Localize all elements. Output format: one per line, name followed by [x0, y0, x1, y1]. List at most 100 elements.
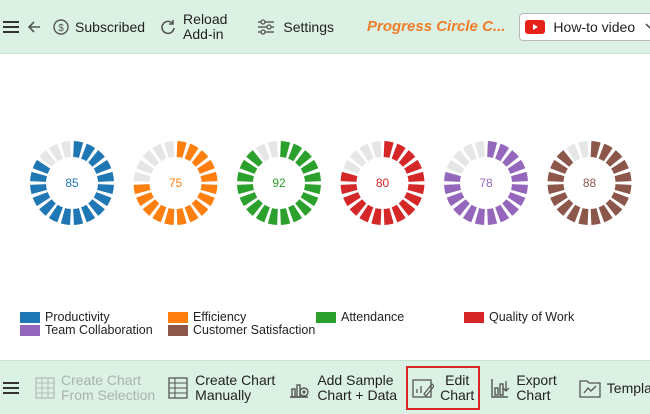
- ring-segment-filled: [73, 208, 84, 225]
- edit-chart-button[interactable]: Edit Chart: [406, 365, 481, 410]
- ring-segment-filled: [407, 171, 425, 182]
- ring-segment-empty: [152, 143, 167, 162]
- add-sample-button[interactable]: Add Sample Chart + Data: [288, 361, 397, 414]
- ring-segment-filled: [133, 184, 151, 195]
- legend-item-quality-of-work: Quality of Work: [464, 310, 574, 324]
- top-toolbar: $ Subscribed Reload Add-in Settings Prog…: [0, 0, 650, 54]
- ring-segment-filled: [407, 184, 425, 195]
- ring-segment-filled: [295, 199, 312, 216]
- ring-segment-filled: [614, 171, 632, 182]
- how-to-video-label: How-to video: [553, 18, 636, 35]
- progress-circle-chart: 85 75 92 80 78 88: [30, 141, 632, 225]
- template-button[interactable]: Template: [579, 361, 650, 414]
- ring-segment-filled: [547, 184, 565, 195]
- hamburger-icon: [3, 20, 19, 34]
- ring-segment-filled: [164, 208, 175, 225]
- ring-segment-filled: [191, 150, 209, 167]
- ring-segment-empty: [60, 141, 71, 158]
- svg-text:$: $: [58, 23, 64, 34]
- ring-segment-filled: [507, 159, 526, 174]
- reload-label-line2: Add-in: [183, 25, 224, 42]
- settings-button[interactable]: Settings: [257, 0, 334, 53]
- ring-segment-filled: [32, 159, 51, 174]
- ring-segment-filled: [343, 192, 361, 207]
- ring-segment-filled: [295, 150, 312, 167]
- ring-segment-filled: [255, 204, 270, 223]
- create-manually-button[interactable]: Create Chart Manually: [168, 361, 275, 414]
- ring-segment-filled: [507, 192, 526, 207]
- ring-segment-empty: [566, 143, 581, 162]
- ring-segment-filled: [97, 171, 114, 182]
- add-sample-line2: Chart + Data: [317, 386, 398, 403]
- ring-segment-filled: [487, 141, 498, 158]
- ring-segment-filled: [304, 171, 321, 182]
- progress-ring-productivity: 85: [30, 141, 114, 225]
- app-title: Progress Circle C...: [367, 18, 506, 35]
- export-chart-line1: Export: [516, 371, 557, 388]
- menu-button[interactable]: [0, 0, 19, 53]
- ring-segment-filled: [184, 143, 199, 162]
- reload-addin-button[interactable]: Reload Add-in: [159, 0, 227, 53]
- ring-segment-filled: [30, 184, 47, 195]
- legend-label: Attendance: [341, 310, 405, 324]
- export-icon: [490, 377, 510, 399]
- subscribed-button[interactable]: $ Subscribed: [53, 0, 145, 53]
- legend-label: Customer Satisfaction: [193, 323, 316, 337]
- edit-chart-line2: Chart: [440, 386, 475, 403]
- ring-segment-filled: [340, 171, 358, 182]
- ring-segment-filled: [556, 150, 574, 167]
- legend-swatch: [464, 311, 484, 323]
- legend-label: Team Collaboration: [45, 323, 153, 337]
- ring-segment-empty: [164, 141, 175, 158]
- ring-segment-empty: [371, 141, 382, 158]
- ring-segment-filled: [300, 192, 319, 207]
- ring-segment-filled: [566, 204, 581, 223]
- ring-segment-filled: [590, 208, 601, 225]
- ring-segment-filled: [239, 192, 258, 207]
- ring-segment-filled: [176, 141, 187, 158]
- edit-chart-label: Edit Chart: [440, 371, 475, 403]
- ring-segment-filled: [453, 199, 470, 216]
- legend-swatch: [168, 324, 188, 336]
- ring-segment-empty: [453, 150, 470, 167]
- create-from-selection-line1: Create Chart: [61, 371, 142, 388]
- chart-area: 85 75 92 80 78 88: [0, 54, 650, 360]
- ring-value-label: 78: [479, 176, 493, 190]
- ring-segment-filled: [359, 204, 374, 223]
- ring-segment-filled: [288, 204, 303, 223]
- legend-item-productivity: Productivity: [20, 310, 110, 324]
- bottom-menu-button[interactable]: [0, 361, 19, 414]
- ring-segment-filled: [88, 199, 105, 216]
- template-icon: [579, 378, 601, 398]
- ring-segment-filled: [398, 199, 416, 216]
- ring-segment-filled: [391, 143, 406, 162]
- progress-ring-customer-satisfaction: 88: [547, 141, 632, 225]
- create-from-selection-button[interactable]: Create Chart From Selection: [35, 361, 155, 414]
- create-manually-label: Create Chart Manually: [195, 372, 275, 403]
- ring-value-label: 80: [376, 176, 390, 190]
- edit-chart-line1: Edit: [445, 371, 470, 388]
- ring-segment-filled: [605, 199, 623, 216]
- ring-segment-filled: [404, 159, 422, 174]
- add-sample-line1: Add Sample: [317, 371, 394, 388]
- chevron-down-icon: [645, 22, 650, 31]
- back-button[interactable]: [27, 0, 41, 53]
- ring-segment-filled: [598, 143, 613, 162]
- export-chart-label: Export Chart: [516, 371, 557, 403]
- how-to-video-dropdown[interactable]: How-to video: [519, 12, 650, 41]
- settings-label: Settings: [283, 18, 335, 35]
- table-edit-icon: [168, 376, 188, 399]
- ring-segment-empty: [446, 159, 465, 174]
- ring-segment-filled: [304, 184, 321, 195]
- hamburger-icon: [3, 381, 19, 395]
- ring-segment-filled: [446, 192, 465, 207]
- video-area: How-to video: [519, 0, 650, 53]
- ring-segment-filled: [136, 192, 154, 207]
- arrow-left-icon: [27, 20, 41, 34]
- export-chart-button[interactable]: Export Chart: [490, 361, 557, 414]
- ring-segment-filled: [487, 208, 498, 225]
- ring-segment-filled: [371, 208, 382, 225]
- sliders-icon: [257, 18, 275, 35]
- ring-segment-empty: [133, 171, 151, 182]
- ring-segment-filled: [550, 159, 568, 174]
